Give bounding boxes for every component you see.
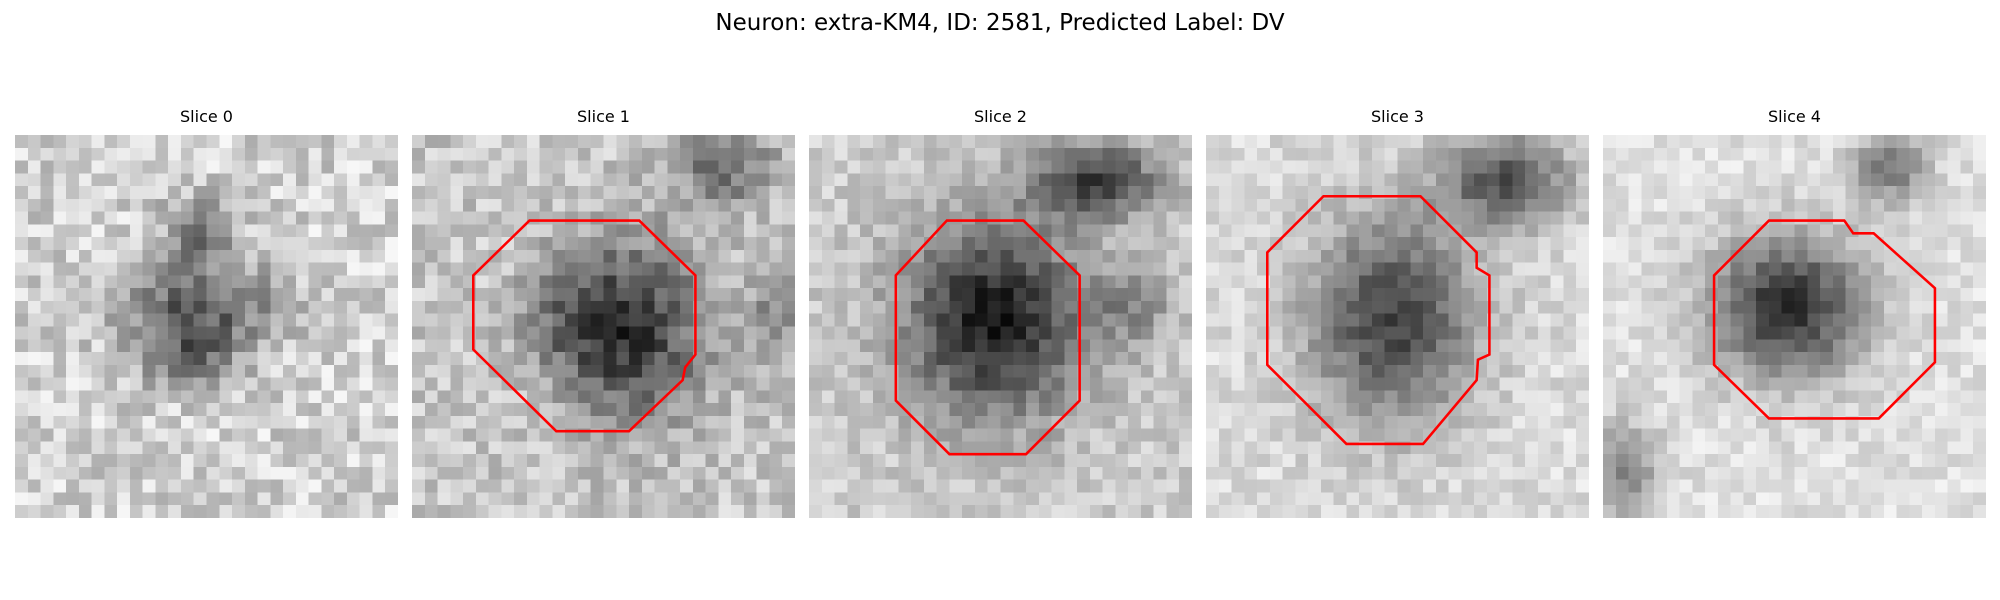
slice-title-0: Slice 0 (180, 107, 233, 126)
cell-outline-3 (1266, 195, 1491, 446)
cell-outline-4 (1712, 219, 1937, 420)
slice-panel-3: Slice 3 (1206, 107, 1589, 518)
slice-image-4 (1603, 135, 1986, 518)
slice-image-3 (1206, 135, 1589, 518)
slice-panel-0: Slice 0 (15, 107, 398, 518)
slice-image-2 (809, 135, 1192, 518)
figure-title: Neuron: extra-KM4, ID: 2581, Predicted L… (715, 10, 1285, 36)
slice-title-3: Slice 3 (1371, 107, 1424, 126)
slice-panel-4: Slice 4 (1603, 107, 1986, 518)
slice-title-1: Slice 1 (577, 107, 630, 126)
cell-outline-1 (472, 219, 697, 433)
slice-title-2: Slice 2 (974, 107, 1027, 126)
slice-title-4: Slice 4 (1768, 107, 1821, 126)
cell-outline-2 (894, 219, 1081, 456)
slice-panel-2: Slice 2 (809, 107, 1192, 518)
slice-image-0 (15, 135, 398, 518)
slice-panel-1: Slice 1 (412, 107, 795, 518)
slice-image-1 (412, 135, 795, 518)
